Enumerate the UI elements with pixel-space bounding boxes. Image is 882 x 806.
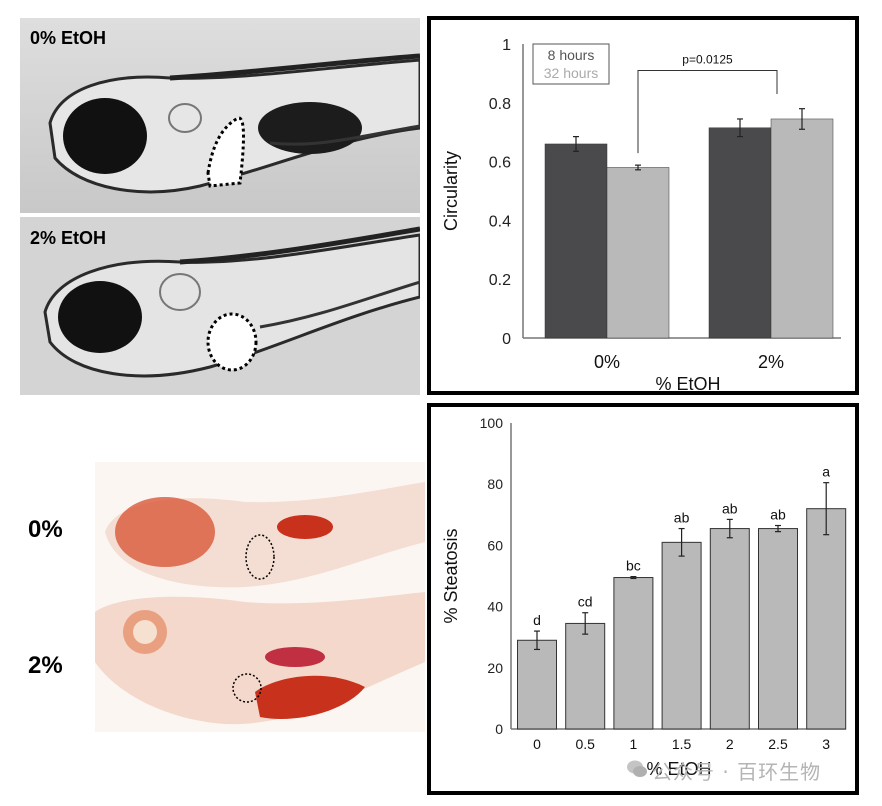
bar-0 <box>517 639 557 730</box>
x-tick-label: 2% <box>758 352 784 372</box>
y-tick-label: 0 <box>495 721 503 737</box>
legend-entry-8-hours: 8 hours <box>548 47 595 63</box>
x-tick-label: 3 <box>822 736 830 752</box>
significance-bracket <box>637 69 778 154</box>
brightfield-photo-0pct <box>20 18 420 213</box>
x-axis-label: % EtOH <box>655 374 720 391</box>
bar-0.5 <box>565 622 606 730</box>
x-axis-label: % EtOH <box>646 759 711 779</box>
y-tick-label: 0.4 <box>489 213 511 230</box>
y-tick-label: 100 <box>480 415 504 431</box>
y-tick-label: 0.8 <box>489 96 511 113</box>
larva-0pct-drawing <box>20 18 420 213</box>
photo-label-0pct: 0% <box>28 516 63 543</box>
circularity-chart: 0 0.2 0.4 0.6 0.8 1 Circularity 0% 2% % EtOH 8 hou… <box>441 37 841 394</box>
y-tick-label: 60 <box>487 537 503 553</box>
larva-2pct-drawing <box>20 217 420 395</box>
legend-box <box>532 43 610 85</box>
wechat-icon <box>627 760 647 777</box>
x-tick-label: 0% <box>594 352 620 372</box>
circularity-chart-panel: 0 0.2 0.4 0.6 0.8 1 Circularity 0% 2% % EtOH 8 hou… <box>427 16 859 395</box>
y-tick-label: 80 <box>487 476 503 492</box>
stained-larvae-drawing <box>95 462 425 732</box>
watermark-text: 公众号 · 百环生物 <box>652 760 822 784</box>
bar-1.5 <box>661 541 702 730</box>
significance-letter: cd <box>578 594 593 610</box>
x-tick-label: 1 <box>630 736 638 752</box>
x-tick-label: 2 <box>726 736 734 752</box>
bar-32-hours-0% <box>606 167 670 339</box>
significance-letter: a <box>822 464 830 480</box>
bar-8-hours-2% <box>708 127 772 339</box>
significance-letter: bc <box>626 558 641 574</box>
y-tick-label: 1 <box>502 37 511 54</box>
y-axis-label: Circularity <box>441 151 461 231</box>
bar-2 <box>709 528 750 730</box>
significance-letter: ab <box>674 510 690 526</box>
stained-photo <box>95 462 425 732</box>
y-tick-label: 20 <box>487 660 503 676</box>
significance-letter: ab <box>770 507 786 523</box>
y-tick-label: 0 <box>502 331 511 348</box>
significance-letter: d <box>533 612 541 628</box>
x-tick-label: 0 <box>533 736 541 752</box>
brightfield-photo-2pct <box>20 217 420 395</box>
steatosis-chart-panel: 0 20 40 60 80 100 % Steatosis d 0 cd 0.5 bc 1 ab 1.5 ab… <box>427 403 859 795</box>
x-tick-label: 2.5 <box>768 736 788 752</box>
legend-entry-32-hours: 32 hours <box>544 65 598 81</box>
bar-2.5 <box>758 528 798 730</box>
photo-label-2pct-etoh: 2% EtOH <box>30 228 107 248</box>
bar-3 <box>806 508 847 730</box>
photo-label-0pct-etoh: 0% EtOH <box>30 28 107 48</box>
x-tick-label: 1.5 <box>672 736 692 752</box>
bar-1 <box>613 577 654 730</box>
bar-8-hours-0% <box>544 143 608 339</box>
y-axis-label: % Steatosis <box>441 528 461 623</box>
photo-label-2pct: 2% <box>28 652 63 679</box>
y-tick-label: 40 <box>487 599 503 615</box>
y-tick-label: 0.2 <box>489 272 511 289</box>
steatosis-chart: 0 20 40 60 80 100 % Steatosis d 0 cd 0.5 bc 1 ab 1.5 ab… <box>441 415 847 779</box>
x-tick-label: 0.5 <box>575 736 595 752</box>
significance-letter: ab <box>722 500 738 516</box>
p-value-annotation: p=0.0125 <box>682 52 733 66</box>
bar-32-hours-2% <box>770 118 834 339</box>
y-tick-label: 0.6 <box>489 155 511 172</box>
